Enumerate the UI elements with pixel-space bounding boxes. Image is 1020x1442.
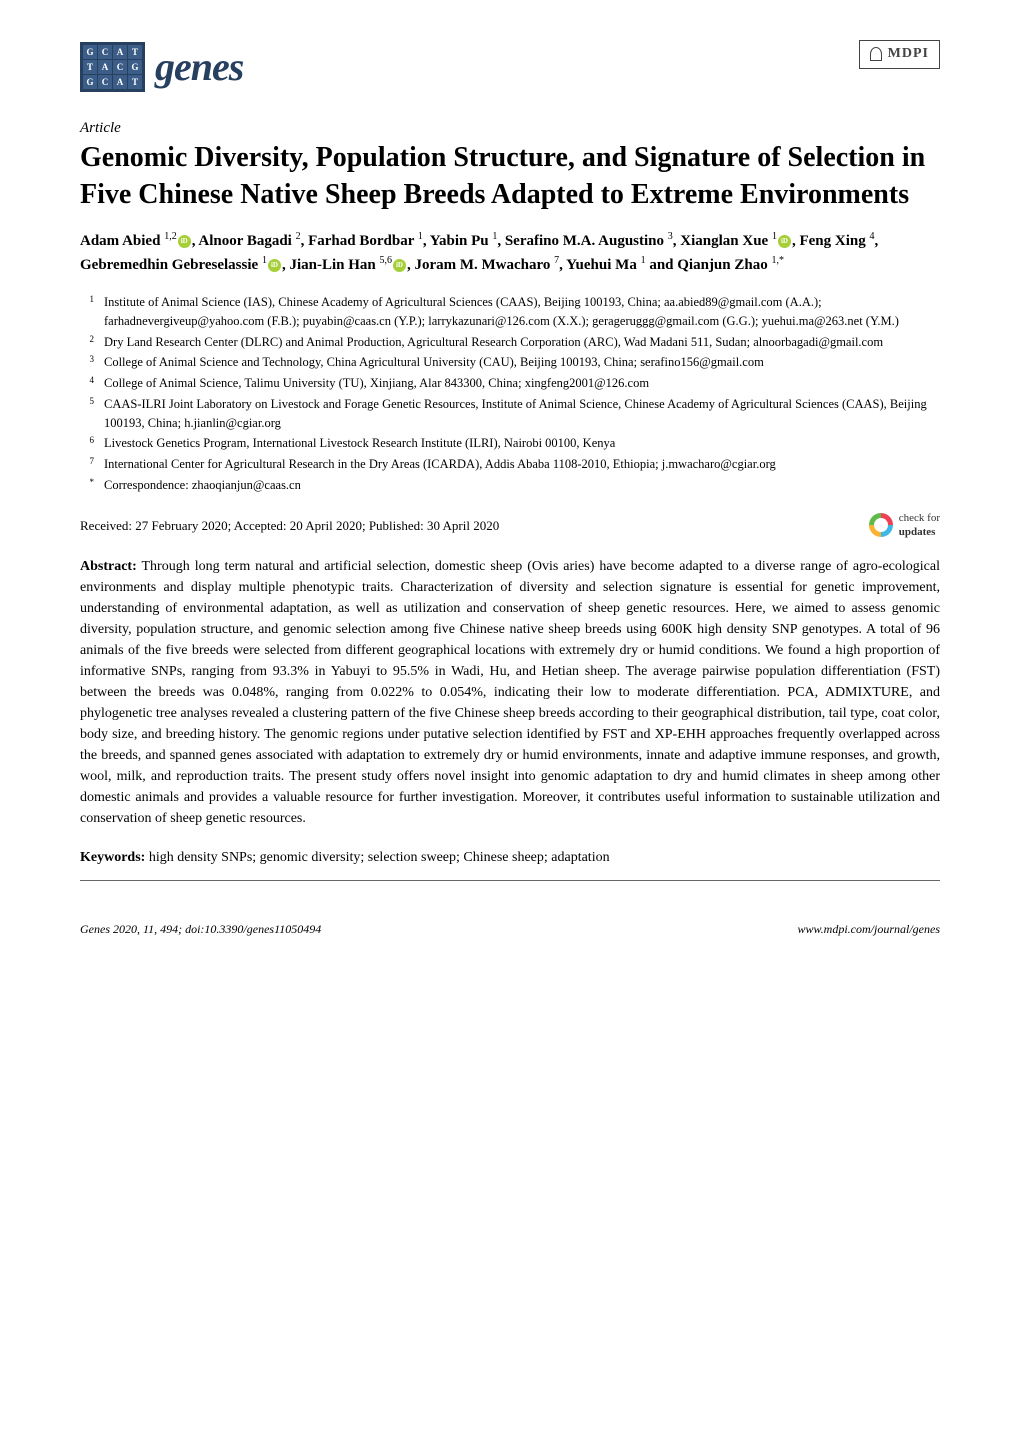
publisher-name: MDPI [888,45,929,64]
logo-letter: A [113,45,127,59]
affiliation-row: 3 College of Animal Science and Technolog… [80,353,940,372]
check-updates-text: check for updates [899,511,940,541]
affiliation-row: 2 Dry Land Research Center (DLRC) and Ani… [80,333,940,352]
affiliation-text: Institute of Animal Science (IAS), Chine… [104,293,940,331]
check-updates-bold: updates [899,526,936,538]
footer-left: Genes 2020, 11, 494; doi:10.3390/genes11… [80,921,321,937]
abstract-text: Through long term natural and artificial… [80,559,940,826]
affiliation-text: Dry Land Research Center (DLRC) and Anim… [104,333,940,352]
dates-row: Received: 27 February 2020; Accepted: 20… [80,511,940,541]
mdpi-shape-icon [870,47,882,61]
abstract-paragraph: Abstract: Through long term natural and … [80,556,940,829]
publisher-logo: MDPI [859,40,940,69]
affiliation-number: 2 [80,333,94,352]
keywords-text: high density SNPs; genomic diversity; se… [149,850,610,865]
affiliation-number: 1 [80,293,94,331]
affiliation-text: Correspondence: zhaoqianjun@caas.cn [104,476,940,495]
header-row: GCATTACGGCAT genes MDPI [80,40,940,94]
logo-letter: A [98,60,112,74]
footer-right: www.mdpi.com/journal/genes [798,921,940,937]
author-list: Adam Abied 1,2, Alnoor Bagadi 2, Farhad … [80,229,940,277]
logo-letter: T [83,60,97,74]
logo-letter: C [113,60,127,74]
journal-logo: GCATTACGGCAT genes [80,40,243,94]
check-updates-badge[interactable]: check for updates [869,511,940,541]
logo-letter: G [83,45,97,59]
check-updates-label: check for [899,512,940,524]
affiliation-number: 4 [80,374,94,393]
affiliation-number: 5 [80,395,94,433]
keywords-label: Keywords: [80,850,145,865]
affiliation-row: 6 Livestock Genetics Program, Internation… [80,434,940,453]
separator-rule [80,880,940,881]
logo-letter: A [113,75,127,89]
paper-title: Genomic Diversity, Population Structure,… [80,140,940,213]
affiliation-number: * [80,476,94,495]
logo-letter: T [128,75,142,89]
check-updates-icon [869,513,893,537]
affiliation-text: College of Animal Science and Technology… [104,353,940,372]
affiliation-text: CAAS-ILRI Joint Laboratory on Livestock … [104,395,940,433]
dates-text: Received: 27 February 2020; Accepted: 20… [80,517,499,535]
journal-logo-word: genes [155,40,243,94]
affiliation-text: Livestock Genetics Program, Internationa… [104,434,940,453]
article-type-label: Article [80,118,940,138]
affiliation-row: 7 International Center for Agricultural R… [80,455,940,474]
page-footer: Genes 2020, 11, 494; doi:10.3390/genes11… [80,921,940,937]
logo-letter: G [83,75,97,89]
journal-logo-cube: GCATTACGGCAT [80,42,145,92]
affiliation-number: 6 [80,434,94,453]
affiliation-number: 7 [80,455,94,474]
logo-letter: C [98,75,112,89]
logo-letter: T [128,45,142,59]
affiliation-row: 1 Institute of Animal Science (IAS), Chin… [80,293,940,331]
affiliations-block: 1 Institute of Animal Science (IAS), Chin… [80,293,940,495]
affiliation-row: 5 CAAS-ILRI Joint Laboratory on Livestock… [80,395,940,433]
affiliation-row: 4 College of Animal Science, Talimu Unive… [80,374,940,393]
affiliation-text: International Center for Agricultural Re… [104,455,940,474]
logo-letter: C [98,45,112,59]
affiliation-text: College of Animal Science, Talimu Univer… [104,374,940,393]
keywords-paragraph: Keywords: high density SNPs; genomic div… [80,847,940,868]
affiliation-row: * Correspondence: zhaoqianjun@caas.cn [80,476,940,495]
logo-letter: G [128,60,142,74]
affiliation-number: 3 [80,353,94,372]
abstract-label: Abstract: [80,559,137,574]
